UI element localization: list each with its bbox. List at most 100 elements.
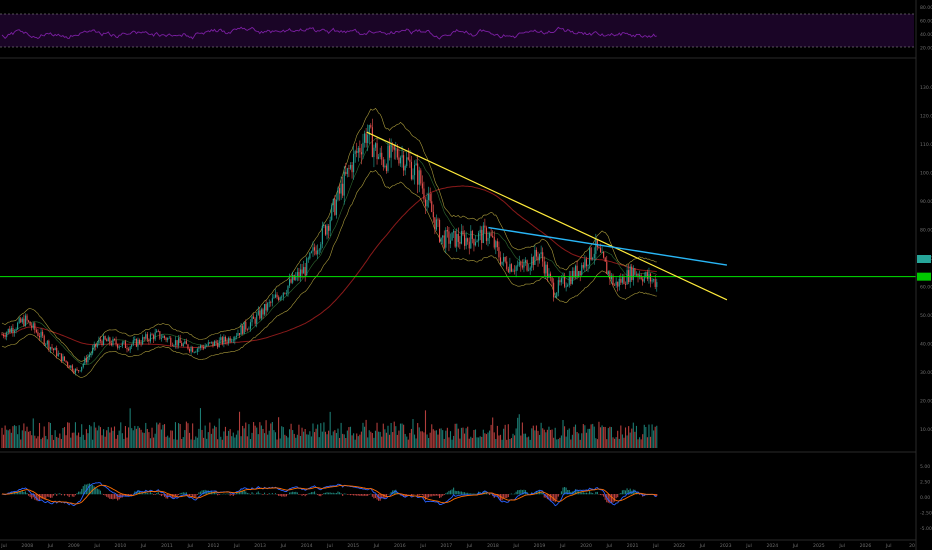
volume-bar — [549, 429, 552, 448]
macd-histogram-bar — [32, 494, 34, 498]
trendline-secondary[interactable] — [488, 226, 728, 266]
volume-bar — [79, 436, 81, 448]
x-axis-tick-label: Jul — [419, 543, 426, 549]
macd-histogram-bar — [229, 494, 231, 496]
macd-histogram-bar — [323, 493, 325, 495]
candle-body — [51, 347, 53, 349]
candle-body — [632, 268, 634, 281]
candle-body — [585, 259, 587, 267]
macd-histogram-bar — [246, 492, 248, 495]
macd-histogram-bar — [84, 484, 86, 495]
macd-histogram-bar — [278, 494, 280, 496]
candle-body — [195, 351, 197, 353]
candle-body — [548, 273, 550, 278]
last-price-tag[interactable] — [917, 254, 931, 263]
candle-body — [1, 334, 3, 336]
candle-body — [324, 225, 327, 235]
level-price-tag[interactable] — [917, 272, 931, 281]
candle-body — [624, 284, 627, 285]
candle-body — [315, 250, 317, 255]
macd-histogram-bar — [146, 492, 148, 495]
candle-body — [298, 272, 300, 278]
volume-bar — [446, 427, 448, 448]
candle-body — [596, 239, 598, 248]
candle-body — [520, 262, 522, 266]
macd-histogram-bar — [351, 494, 353, 496]
candle-body — [203, 347, 205, 349]
candle-body — [373, 147, 375, 158]
volume-bar — [343, 434, 345, 448]
volume-bar — [593, 426, 595, 448]
macd-histogram-bar — [623, 489, 625, 495]
candle-body — [356, 151, 358, 153]
rsi-panel[interactable] — [0, 13, 914, 48]
macd-histogram-bar — [451, 489, 453, 495]
macd-histogram-bar — [304, 494, 306, 497]
x-axis-tick-label: Jul — [512, 543, 519, 549]
candle-body — [360, 152, 362, 155]
candle-body — [485, 227, 487, 241]
x-axis-tick-label: 2021 — [627, 543, 639, 549]
candle-body — [346, 168, 348, 175]
volume-bar — [113, 426, 116, 448]
candle-body — [378, 156, 380, 159]
volume-bar — [228, 430, 230, 448]
candle-body — [307, 258, 309, 260]
volume-bar — [29, 430, 31, 448]
volume-bar — [284, 434, 286, 448]
macd-histogram-bar — [498, 494, 500, 499]
candle-body — [290, 279, 292, 283]
price-axis-tick-label: 100.00 — [920, 171, 932, 177]
x-axis-tick-label: 2019 — [534, 543, 546, 549]
volume-bar — [123, 438, 125, 448]
candle-body — [462, 231, 464, 235]
candle-body — [399, 157, 402, 164]
candle-body — [220, 337, 222, 341]
candle-body — [124, 341, 126, 349]
volume-bar — [196, 437, 198, 448]
trendline-main[interactable] — [366, 131, 728, 301]
volume-bar — [309, 431, 311, 448]
volume-bar — [363, 426, 366, 448]
macd-histogram-bar — [546, 494, 548, 500]
volume-bar — [539, 434, 541, 448]
macd-panel[interactable] — [1, 482, 658, 507]
macd-histogram-bar — [232, 494, 234, 496]
candle-body — [29, 321, 31, 326]
candle-body — [235, 335, 237, 337]
candle-body — [492, 235, 494, 238]
macd-histogram-bar — [178, 494, 180, 495]
volume-bar — [587, 428, 589, 448]
macd-histogram-bar — [284, 494, 286, 497]
volume-bar — [495, 439, 497, 448]
volume-bar — [92, 439, 94, 448]
macd-histogram-bar — [373, 494, 375, 499]
candle-body — [87, 356, 89, 363]
price-panel[interactable] — [0, 107, 916, 378]
candle-body — [646, 272, 648, 279]
volume-bar — [273, 430, 275, 448]
macd-histogram-bar — [131, 494, 133, 495]
volume-bar — [545, 432, 547, 448]
candle-body — [140, 343, 142, 345]
candle-body — [334, 198, 336, 215]
volume-bar — [146, 428, 148, 448]
x-axis-tick-label: 2023 — [720, 543, 732, 549]
volume-bar — [262, 428, 264, 448]
macd-histogram-bar — [520, 489, 522, 495]
candle-body — [573, 270, 575, 278]
volume-bar — [384, 429, 386, 448]
candle-body — [499, 257, 502, 265]
macd-histogram-bar — [110, 494, 112, 499]
price-axis-tick-label: 40.00 — [920, 342, 932, 348]
volume-bar — [171, 430, 173, 448]
macd-histogram-bar — [268, 493, 270, 495]
macd-histogram-bar — [160, 494, 162, 497]
macd-histogram-bar — [404, 494, 406, 498]
candle-body — [340, 183, 342, 194]
right-price-axis[interactable]: 80.00 60.00 40.00 20.00 130.00 120.00 110.00 10… — [917, 5, 932, 532]
candle-body — [428, 194, 430, 200]
candle-body — [292, 274, 294, 283]
candle-body — [312, 247, 314, 252]
